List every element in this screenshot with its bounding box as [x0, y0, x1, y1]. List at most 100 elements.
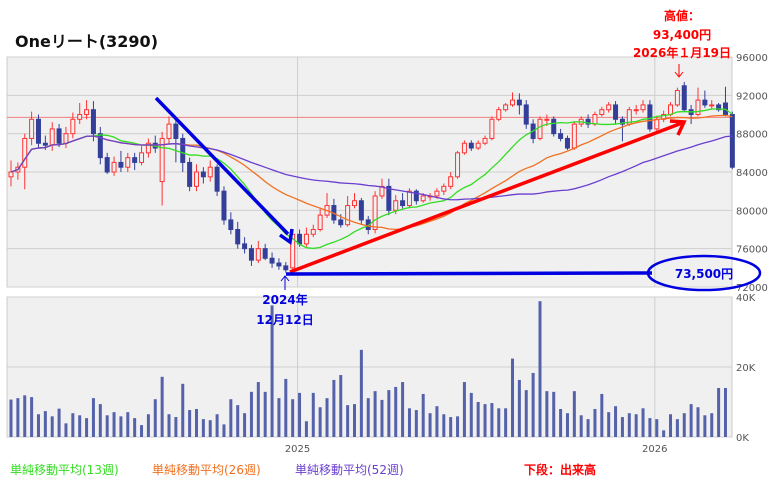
volume-bar: [414, 410, 418, 437]
candle-up: [139, 152, 145, 163]
candle-up: [482, 137, 488, 144]
moving-average-52: [10, 135, 733, 201]
legend-ma52: 単純移動平均(52週): [295, 463, 404, 477]
price-tick-label: 80000: [736, 206, 768, 217]
candle-up: [448, 176, 454, 187]
volume-bar: [607, 412, 611, 437]
downtrend-arrowhead: [278, 228, 294, 246]
price-tick-label: 76000: [736, 245, 768, 256]
candle-down: [338, 219, 344, 226]
candle-down: [413, 190, 419, 202]
candle-up: [461, 142, 467, 154]
volume-bar: [456, 416, 460, 437]
volume-bar: [50, 416, 54, 437]
volume-bar: [43, 411, 47, 437]
volume-bar: [517, 379, 521, 437]
volume-bar: [284, 378, 288, 437]
volume-bar: [208, 420, 212, 437]
volume-bar: [105, 415, 109, 437]
volume-bar: [353, 404, 356, 437]
volume-bar: [339, 375, 343, 437]
candle-down: [235, 229, 241, 245]
candle-down: [228, 219, 234, 231]
candle-up: [372, 195, 378, 230]
volume-bar: [662, 430, 666, 437]
volume-bar: [64, 423, 68, 437]
candle-up: [317, 214, 323, 230]
volume-bar: [476, 402, 480, 437]
candle-up: [599, 109, 605, 116]
volume-bar: [23, 395, 27, 437]
volume-bar: [243, 413, 247, 437]
volume-bar: [311, 392, 315, 437]
price-tick-label: 72000: [736, 283, 768, 294]
volume-bar: [565, 413, 569, 437]
candle-up: [503, 104, 509, 111]
candle-down: [276, 262, 282, 267]
candle-up: [455, 152, 461, 178]
candle-up: [654, 118, 660, 130]
volume-bar: [627, 413, 631, 437]
volume-bar: [174, 417, 178, 437]
volume-bar: [229, 399, 233, 437]
volume-bar: [394, 386, 398, 437]
low-level-line: [285, 271, 653, 276]
candle-down: [42, 142, 48, 146]
volume-bar: [559, 409, 563, 437]
downtrend-arrow: [154, 96, 290, 236]
volume-bar: [641, 408, 645, 437]
volume-bar: [586, 419, 590, 437]
volume-bar: [579, 415, 583, 437]
volume-bar: [380, 399, 384, 437]
price-tick-label: 88000: [736, 130, 768, 141]
volume-bar: [538, 301, 542, 437]
candle-down: [214, 166, 220, 192]
moving-average-13: [10, 108, 733, 250]
volume-bar: [710, 413, 714, 437]
volume-bar: [682, 413, 686, 437]
volume-bar: [201, 419, 205, 437]
volume-bar: [717, 388, 721, 437]
candle-up: [434, 190, 440, 197]
candle-up: [393, 200, 399, 211]
low-price-ellipse: [646, 254, 762, 292]
candle-up: [29, 118, 35, 139]
volume-bar: [119, 416, 123, 437]
volume-bar: [85, 418, 89, 437]
volume-bar: [614, 406, 618, 437]
volume-bar: [236, 405, 240, 437]
candle-up: [496, 109, 502, 120]
volume-tick-label: 40K: [736, 293, 756, 304]
candle-down: [358, 200, 364, 221]
volume-bar: [160, 376, 164, 437]
volume-bar: [9, 399, 13, 437]
volume-bar: [655, 419, 659, 437]
candle-up: [84, 109, 90, 116]
volume-bar: [600, 393, 604, 437]
candle-down: [200, 171, 206, 178]
volume-bar: [57, 408, 61, 437]
volume-bar: [126, 412, 130, 437]
volume-bar: [428, 413, 432, 437]
volume-bar: [634, 414, 638, 437]
volume-bar: [91, 398, 95, 437]
candle-up: [475, 142, 481, 149]
candle-down: [716, 104, 722, 111]
volume-bar: [669, 414, 673, 437]
volume-bar: [346, 405, 350, 437]
high-price-label: 93,400円: [653, 28, 711, 42]
candle-down: [523, 104, 529, 125]
candle-down: [564, 137, 570, 149]
candle-up: [510, 99, 516, 106]
candle-down: [681, 85, 687, 111]
uptrend-arrow: [289, 121, 683, 274]
candle-up: [255, 248, 261, 261]
candle-down: [242, 243, 248, 250]
volume-bar: [36, 414, 40, 437]
volume-bar: [318, 407, 322, 437]
volume-bar: [675, 419, 679, 437]
legend-ma13: 単純移動平均(13週): [10, 463, 119, 477]
volume-bar: [407, 408, 411, 437]
candle-down: [702, 99, 708, 106]
candle-up: [695, 99, 701, 115]
